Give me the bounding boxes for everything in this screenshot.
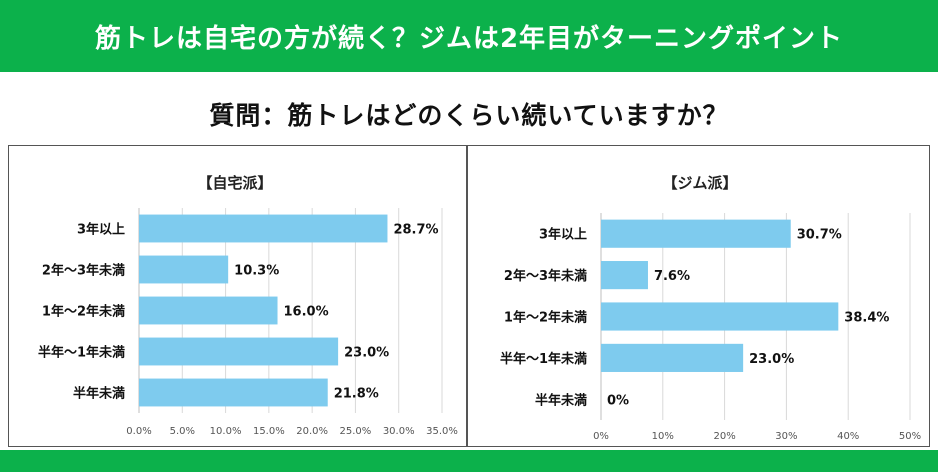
category-label: 1年～2年未満 (504, 310, 587, 326)
footer-bar (0, 450, 938, 472)
x-tick-label: 5.0% (170, 426, 195, 437)
home-workout-bar-chart: 【自宅派】 0.0% 5.0% 10.0% 15.0% 20.0% 25.0% 30.0% 35… (38, 174, 458, 437)
bar (139, 214, 388, 243)
value-label: 21.8% (334, 387, 379, 402)
bar (139, 296, 278, 325)
category-label: 半年未満 (535, 392, 587, 408)
value-label: 7.6% (654, 269, 690, 284)
x-tick-label: 10.0% (210, 426, 242, 437)
category-label: 3年以上 (77, 222, 125, 238)
x-tick-label: 30% (775, 431, 797, 442)
value-label: 23.0% (749, 352, 794, 367)
category-label: 3年以上 (539, 227, 587, 243)
value-label: 30.7% (797, 228, 842, 243)
bar (601, 219, 791, 248)
category-label: 1年～2年未満 (42, 304, 125, 320)
gym-workout-chart-panel: 【ジム派】 0% 10% 20% 30% 40% 50% 3年以上 30.7% 2年～3年未満 7.… (467, 145, 930, 447)
x-tick-label: 0.0% (126, 426, 151, 437)
x-tick-label: 15.0% (253, 426, 285, 437)
home-workout-chart-panel: 【自宅派】 0.0% 5.0% 10.0% 15.0% 20.0% 25.0% 30.0% 35… (8, 145, 467, 447)
value-label: 38.4% (844, 311, 889, 326)
value-label: 10.3% (234, 264, 279, 279)
bar (139, 378, 328, 407)
x-tick-label: 30.0% (383, 426, 415, 437)
value-label: 0% (607, 393, 629, 408)
page-title: 筋トレは自宅の方が続く？ジムは2年目がターニングポイント (94, 23, 844, 54)
category-label: 2年～3年未満 (42, 263, 125, 279)
x-tick-label: 0% (593, 431, 609, 442)
x-tick-label: 50% (899, 431, 921, 442)
title-banner: 筋トレは自宅の方が続く？ジムは2年目がターニングポイント (0, 0, 938, 72)
chart-title: 【ジム派】 (662, 174, 737, 192)
x-tick-label: 20.0% (296, 426, 328, 437)
category-label: 2年～3年未満 (504, 268, 587, 284)
chart-title: 【自宅派】 (197, 174, 272, 192)
x-tick-label: 40% (837, 431, 859, 442)
value-label: 28.7% (393, 223, 438, 238)
category-label: 半年～1年未満 (38, 345, 125, 361)
category-label: 半年未満 (73, 386, 125, 402)
x-tick-label: 20% (713, 431, 735, 442)
value-label: 23.0% (344, 346, 389, 361)
x-tick-label: 35.0% (426, 426, 458, 437)
x-tick-label: 10% (652, 431, 674, 442)
gym-workout-bar-chart: 【ジム派】 0% 10% 20% 30% 40% 50% 3年以上 30.7% 2年～3年未満 7.… (500, 174, 921, 442)
bar (139, 255, 229, 284)
bar (139, 337, 339, 366)
category-label: 半年～1年未満 (500, 351, 587, 367)
x-tick-label: 25.0% (340, 426, 372, 437)
value-label: 16.0% (284, 305, 329, 320)
bar (601, 261, 648, 290)
survey-question: 質問：筋トレはどのくらい続いていますか？ (209, 101, 729, 130)
bar (601, 343, 744, 372)
bar (601, 302, 839, 331)
